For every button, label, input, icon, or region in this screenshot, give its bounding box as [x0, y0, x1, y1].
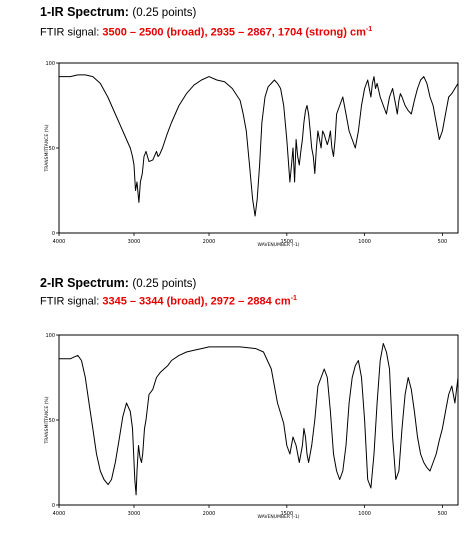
ftir-signal-label: FTIR signal: [40, 26, 100, 39]
ir-spectrum-chart-2: 4000 3000 2000 1500 1000 500 0 50 100 WAVENUMBER … [44, 333, 459, 520]
y-axis-label: TRANSMITTANCE (%) [44, 124, 50, 172]
ir-spectrum-chart-1: 4000 3000 2000 1500 1000 500 0 50 100 WAVENUMBER … [44, 61, 459, 248]
spectrum-section-1: 1-IR Spectrum: (0.25 points) FTIR signal… [0, 0, 474, 262]
ftir-signal-unit-sup: -1 [365, 26, 373, 33]
ftir-signal-values: 3345 – 3344 (broad), 2972 – 2884 cm [102, 295, 291, 308]
plot-frame [58, 334, 459, 506]
ftir-signal: FTIR signal: 3500 – 2500 (broad), 2935 –… [40, 26, 372, 39]
points-label: (0.25 points) [132, 7, 197, 19]
x-tick-label: 2000 [203, 511, 216, 517]
x-tick-label: 4000 [53, 239, 66, 245]
ftir-signal-unit-sup: -1 [290, 295, 297, 302]
x-tick-label: 500 [438, 239, 448, 245]
spectrum-line [59, 343, 459, 496]
x-tick-label: 3000 [128, 239, 141, 245]
x-tick-label: 1000 [358, 239, 371, 245]
plot-frame [58, 62, 459, 234]
y-tick-label: 100 [45, 333, 55, 339]
spectrum-line [59, 74, 459, 217]
ftir-signal-values: 3500 – 2500 (broad), 2935 – 2867, 1704 (… [102, 26, 366, 39]
spectrum-section-2: 2-IR Spectrum: (0.25 points) FTIR signal… [0, 270, 474, 535]
spectrum-heading: 1-IR Spectrum: (0.25 points) [40, 5, 196, 19]
x-axis-label: WAVENUMBER (-1) [258, 514, 300, 520]
ftir-signal-label: FTIR signal: [40, 295, 100, 308]
x-tick-label: 1000 [358, 511, 371, 517]
y-tick-label: 100 [45, 61, 55, 67]
y-tick-label: 0 [52, 231, 55, 237]
x-tick-label: 500 [438, 511, 448, 517]
y-tick-label: 0 [52, 503, 55, 509]
y-tick-label: 50 [49, 418, 55, 424]
y-tick-label: 50 [49, 146, 55, 152]
x-tick-label: 4000 [53, 511, 66, 517]
spectrum-title: 2-IR Spectrum: [40, 276, 129, 290]
y-axis-label: TRANSMITTANCE (%) [44, 396, 50, 444]
x-tick-label: 1500 [280, 239, 293, 245]
x-tick-label: 1500 [280, 511, 293, 517]
x-axis-label: WAVENUMBER (-1) [258, 242, 300, 248]
points-label: (0.25 points) [132, 278, 197, 290]
spectrum-heading: 2-IR Spectrum: (0.25 points) [40, 276, 196, 290]
ftir-signal: FTIR signal: 3345 – 3344 (broad), 2972 –… [40, 295, 297, 308]
spectrum-title: 1-IR Spectrum: [40, 5, 129, 19]
x-tick-label: 2000 [203, 239, 216, 245]
x-tick-label: 3000 [128, 511, 141, 517]
